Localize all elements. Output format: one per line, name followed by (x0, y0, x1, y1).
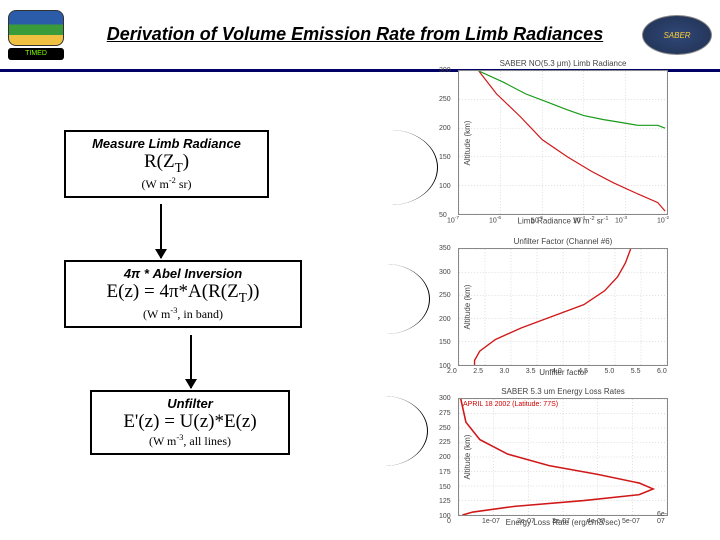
timed-logo: TIMED (8, 10, 68, 60)
connector-curve (288, 396, 428, 466)
chart2: Unfilter Factor (Channel #6)Altitude (km… (458, 248, 668, 366)
chart-title: SABER NO(5.3 μm) Limb Radiance (459, 59, 667, 68)
connector-curve (268, 130, 438, 205)
chart-ylabel: Altitude (km) (463, 285, 472, 330)
process-box-box1: Measure Limb RadianceR(ZT)(W m-2 sr) (64, 130, 269, 198)
flow-arrow (190, 335, 192, 388)
flow-arrow (160, 204, 162, 258)
box-equation: R(ZT) (76, 151, 257, 176)
process-box-box3: UnfilterE'(z) = U(z)*E(z)(W m-3, all lin… (90, 390, 290, 455)
box-equation: E(z) = 4π*A(R(ZT)) (76, 281, 290, 306)
chart-subtitle: APRIL 18 2002 (Latitude: 77S) (463, 401, 558, 408)
chart-title: Unfilter Factor (Channel #6) (459, 237, 667, 246)
chart-title: SABER 5.3 um Energy Loss Rates (459, 387, 667, 396)
box-label: Measure Limb Radiance (76, 136, 257, 151)
box-equation: E'(z) = U(z)*E(z) (102, 411, 278, 433)
box-unit: (W m-3, all lines) (102, 433, 278, 449)
connector-curve (300, 264, 430, 334)
timed-logo-text: TIMED (8, 48, 64, 60)
chart3: SABER 5.3 um Energy Loss RatesAltitude (… (458, 398, 668, 516)
saber-logo: SABER (642, 15, 712, 55)
box-label: Unfilter (102, 396, 278, 411)
chart1: SABER NO(5.3 μm) Limb RadianceAltitude (… (458, 70, 668, 215)
chart-ylabel: Altitude (km) (463, 435, 472, 480)
box-label: 4π * Abel Inversion (76, 266, 290, 281)
process-box-box2: 4π * Abel InversionE(z) = 4π*A(R(ZT))(W … (64, 260, 302, 328)
page-title: Derivation of Volume Emission Rate from … (68, 24, 642, 45)
box-unit: (W m-3, in band) (76, 306, 290, 322)
chart-ylabel: Altitude (km) (463, 120, 472, 165)
box-unit: (W m-2 sr) (76, 176, 257, 192)
